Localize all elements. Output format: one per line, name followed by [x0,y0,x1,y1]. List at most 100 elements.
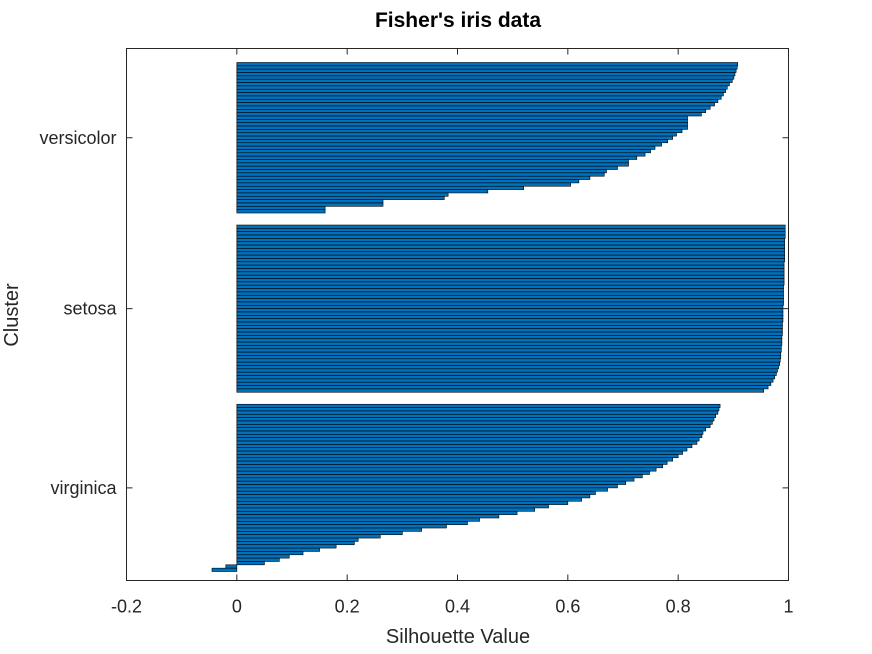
bar-versicolor-26 [236,149,651,154]
x-tick-label-6: 1 [783,597,793,617]
bar-virginica-10 [236,437,700,442]
bar-virginica-13 [236,447,688,452]
bar-setosa-36 [236,345,782,350]
bar-setosa-29 [236,321,783,326]
bar-setosa-31 [236,328,783,333]
bar-setosa-44 [236,371,777,376]
bar-setosa-21 [236,294,784,299]
bar-virginica-17 [236,460,668,465]
bar-versicolor-4 [236,75,735,80]
bar-versicolor-25 [236,145,656,150]
bar-virginica-36 [236,524,447,529]
x-axis: -0.2 0 0.2 0.4 0.6 0.8 1 [111,48,794,617]
bar-versicolor-20 [236,129,683,134]
bar-setosa-19 [236,288,784,293]
bar-versicolor-21 [236,132,677,137]
bar-virginica-15 [236,454,679,459]
bar-versicolor-17 [236,119,688,124]
bar-versicolor-34 [236,175,591,180]
bar-setosa-6 [236,244,785,249]
x-tick-label-4: 0.6 [555,597,580,617]
bar-versicolor-23 [236,139,668,144]
bar-setosa-46 [236,378,774,383]
bar-virginica-9 [236,434,703,438]
bar-virginica-39 [236,534,381,539]
bar-versicolor-35 [236,179,580,184]
bar-versicolor-24 [236,142,662,147]
y-tick-label-versicolor: versicolor [39,128,116,148]
bar-setosa-49 [236,388,764,393]
bar-setosa-26 [236,311,784,316]
bar-versicolor-9 [236,92,724,97]
bar-setosa-8 [236,251,785,256]
bar-virginica-7 [236,427,707,432]
bar-virginica-20 [236,470,650,475]
bar-setosa-7 [236,248,785,253]
bar-setosa-38 [236,351,782,356]
bar-versicolor-3 [236,72,736,77]
bar-virginica-8 [236,430,704,435]
bar-setosa-22 [236,298,784,303]
bar-virginica-41 [236,541,355,546]
bar-virginica-31 [236,507,536,512]
bar-setosa-12 [236,264,785,269]
y-tick-label-virginica: virginica [50,478,117,498]
bar-virginica-46 [236,557,280,562]
bar-versicolor-0 [236,62,739,67]
bar-setosa-0 [236,224,786,229]
bar-setosa-30 [236,325,783,329]
bar-versicolor-13 [236,105,711,110]
bar-virginica-47 [236,561,265,566]
bar-virginica-18 [236,464,664,469]
bar-virginica-44 [236,551,304,556]
bar-setosa-32 [236,331,783,336]
bar-virginica-6 [236,424,711,428]
bar-versicolor-1 [236,65,738,70]
bar-versicolor-14 [236,109,707,113]
x-axis-label: Silhouette Value [386,626,530,648]
bar-versicolor-27 [236,152,646,157]
bar-virginica-29 [236,500,569,505]
bar-virginica-0 [236,403,721,408]
bar-setosa-10 [236,258,785,263]
bar-setosa-42 [236,365,779,370]
bar-virginica-3 [236,413,716,418]
bar-setosa-2 [236,231,786,236]
bar-virginica-21 [236,474,643,479]
bar-versicolor-31 [236,165,618,170]
bar-virginica-33 [236,514,500,519]
bar-virginica-27 [236,494,591,499]
bar-versicolor-43 [236,206,326,210]
bar-versicolor-39 [236,192,449,197]
bar-virginica-42 [236,544,337,549]
bar-virginica-12 [236,444,693,449]
bar-setosa-48 [236,385,769,390]
bar-versicolor-29 [236,159,629,164]
bar-versicolor-19 [236,125,688,130]
bar-virginica-22 [236,477,635,482]
bar-setosa-33 [236,335,783,340]
bar-virginica-26 [236,490,596,495]
x-tick-label-2: 0.2 [335,597,360,617]
bar-versicolor-41 [236,199,384,204]
x-tick-label-3: 0.4 [445,597,470,617]
bar-setosa-37 [236,348,782,353]
bar-versicolor-18 [236,122,688,127]
bar-virginica-4 [236,417,715,422]
y-axis-label: Cluster [1,283,23,347]
bar-versicolor-33 [236,172,605,177]
bar-setosa-17 [236,281,785,286]
bar-virginica-14 [236,450,683,455]
bar-virginica-25 [236,487,608,492]
bar-setosa-25 [236,308,784,313]
bar-versicolor-44 [236,209,326,214]
bar-virginica-28 [236,497,582,502]
bar-versicolor-36 [236,182,571,187]
bar-virginica-40 [236,537,359,542]
bar-virginica-37 [236,527,422,532]
bar-virginica-35 [236,521,468,525]
bar-virginica-45 [236,554,290,559]
bar-setosa-35 [236,341,783,346]
bar-versicolor-2 [236,68,737,73]
